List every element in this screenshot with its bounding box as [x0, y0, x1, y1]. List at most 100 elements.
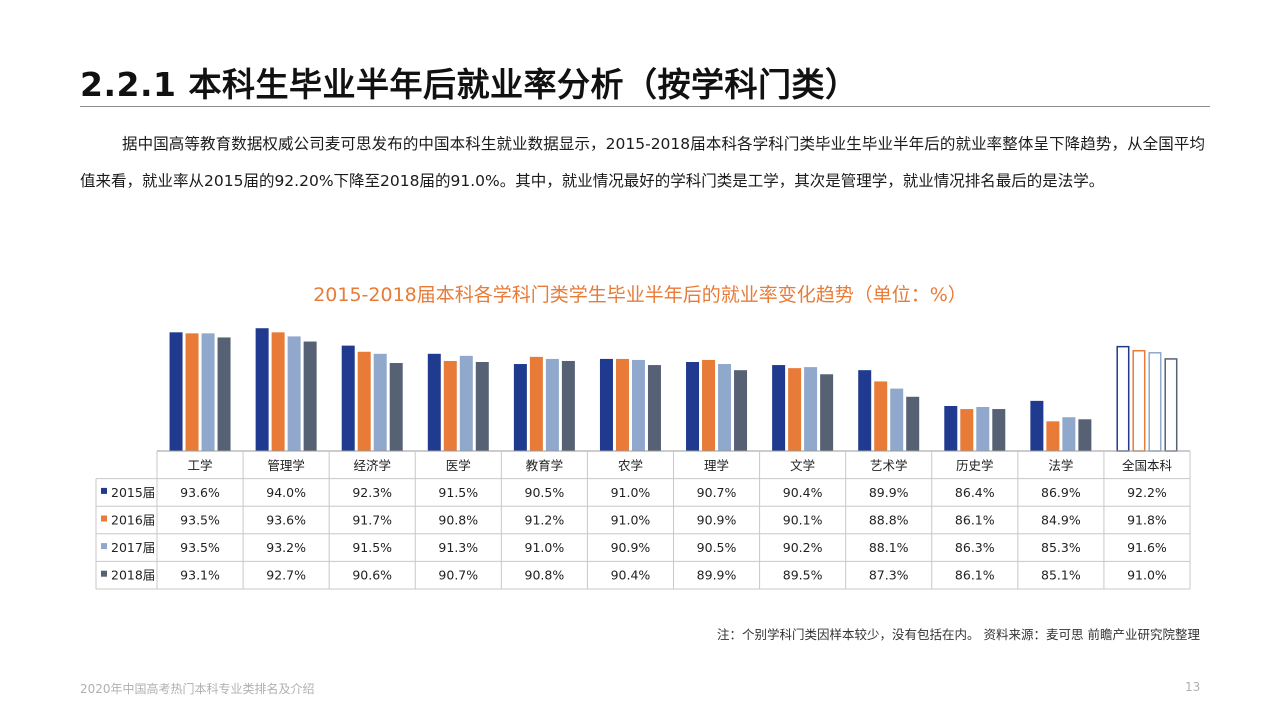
data-value: 91.7%: [352, 513, 392, 528]
category-label: 工学: [188, 458, 213, 473]
data-value: 90.2%: [783, 540, 823, 555]
bar: [976, 407, 990, 451]
bar: [906, 396, 920, 451]
data-value: 86.4%: [955, 485, 995, 500]
data-value: 85.3%: [1041, 540, 1081, 555]
bar: [217, 337, 231, 451]
data-value: 91.6%: [1127, 540, 1167, 555]
data-value: 93.6%: [180, 485, 220, 500]
bar: [820, 374, 834, 451]
data-value: 93.2%: [266, 540, 306, 555]
bar: [804, 367, 818, 451]
data-value: 85.1%: [1041, 568, 1081, 583]
data-value: 92.3%: [352, 485, 392, 500]
data-value: 90.4%: [783, 485, 823, 500]
data-value: 89.5%: [783, 568, 823, 583]
series-label: 2015届: [111, 485, 155, 500]
legend-swatch: [101, 515, 107, 522]
data-value: 86.1%: [955, 513, 995, 528]
bar: [858, 370, 872, 451]
page-title: 2.2.1 本科生毕业半年后就业率分析（按学科门类）: [80, 65, 859, 104]
category-label: 历史学: [956, 458, 994, 473]
data-value: 93.5%: [180, 540, 220, 555]
bar: [944, 405, 958, 451]
source-footnote: 注：个别学科门类因样本较少，没有包括在内。 资料来源：麦可思 前瞻产业研究院整理: [717, 627, 1200, 642]
category-label: 艺术学: [870, 458, 908, 473]
bar: [1116, 345, 1130, 452]
bar: [341, 345, 355, 451]
data-value: 90.5%: [525, 485, 565, 500]
data-value: 91.0%: [1127, 568, 1167, 583]
bar: [561, 360, 575, 451]
data-value: 91.0%: [525, 540, 565, 555]
title-divider: [80, 106, 1210, 107]
bar: [427, 353, 441, 451]
data-value: 93.1%: [180, 568, 220, 583]
series-label: 2016届: [111, 513, 155, 528]
bar: [185, 333, 199, 451]
data-value: 90.5%: [697, 540, 737, 555]
data-value: 90.4%: [611, 568, 651, 583]
data-value: 86.9%: [1041, 485, 1081, 500]
data-value: 90.6%: [352, 568, 392, 583]
data-value: 91.5%: [438, 485, 478, 500]
data-value: 90.8%: [438, 513, 478, 528]
bar: [1046, 421, 1060, 451]
legend-swatch: [101, 487, 107, 494]
category-label: 理学: [704, 458, 729, 473]
data-value: 90.1%: [783, 513, 823, 528]
bar: [1132, 349, 1146, 452]
data-value: 91.5%: [352, 540, 392, 555]
bar: [201, 333, 215, 451]
legend-swatch: [101, 570, 107, 577]
chart-title: 2015-2018届本科各学科门类学生毕业半年后的就业率变化趋势（单位：%）: [313, 284, 967, 306]
bar: [1062, 417, 1076, 451]
data-value: 90.7%: [438, 568, 478, 583]
bar: [1164, 358, 1178, 452]
data-value: 92.2%: [1127, 485, 1167, 500]
legend-swatch: [101, 543, 107, 550]
bar: [169, 332, 183, 451]
data-value: 90.7%: [697, 485, 737, 500]
bar: [960, 409, 974, 451]
series-label: 2018届: [111, 568, 155, 583]
bar: [718, 364, 732, 451]
data-value: 89.9%: [697, 568, 737, 583]
bar: [631, 359, 645, 451]
category-label: 全国本科: [1122, 458, 1173, 473]
category-label: 教育学: [526, 458, 564, 473]
category-label: 文学: [790, 458, 815, 473]
data-value: 84.9%: [1041, 513, 1081, 528]
data-value: 93.5%: [180, 513, 220, 528]
data-value: 91.0%: [611, 485, 651, 500]
bar: [529, 356, 543, 451]
data-value: 86.3%: [955, 540, 995, 555]
series-label: 2017届: [111, 540, 155, 555]
bar: [890, 388, 904, 451]
category-label: 经济学: [353, 458, 391, 473]
category-label: 法学: [1048, 458, 1073, 473]
category-label: 管理学: [267, 458, 305, 473]
data-value: 90.8%: [525, 568, 565, 583]
data-value: 88.1%: [869, 540, 909, 555]
bar: [647, 365, 661, 451]
data-value: 91.8%: [1127, 513, 1167, 528]
bar: [357, 351, 371, 451]
bar: [992, 409, 1006, 451]
bar: [772, 365, 786, 451]
bar: [615, 358, 629, 451]
bar: [287, 336, 301, 451]
category-label: 医学: [446, 458, 471, 473]
bar: [373, 353, 387, 451]
data-value: 90.9%: [697, 513, 737, 528]
data-value: 91.0%: [611, 513, 651, 528]
bar: [788, 368, 802, 451]
data-value: 90.9%: [611, 540, 651, 555]
bar: [686, 361, 700, 451]
bar: [271, 332, 285, 451]
bar: [389, 363, 403, 451]
bar: [874, 381, 888, 451]
intro-paragraph: 据中国高等教育数据权威公司麦可思发布的中国本科生就业数据显示，2015-2018…: [80, 135, 1205, 190]
bar: [545, 358, 559, 451]
